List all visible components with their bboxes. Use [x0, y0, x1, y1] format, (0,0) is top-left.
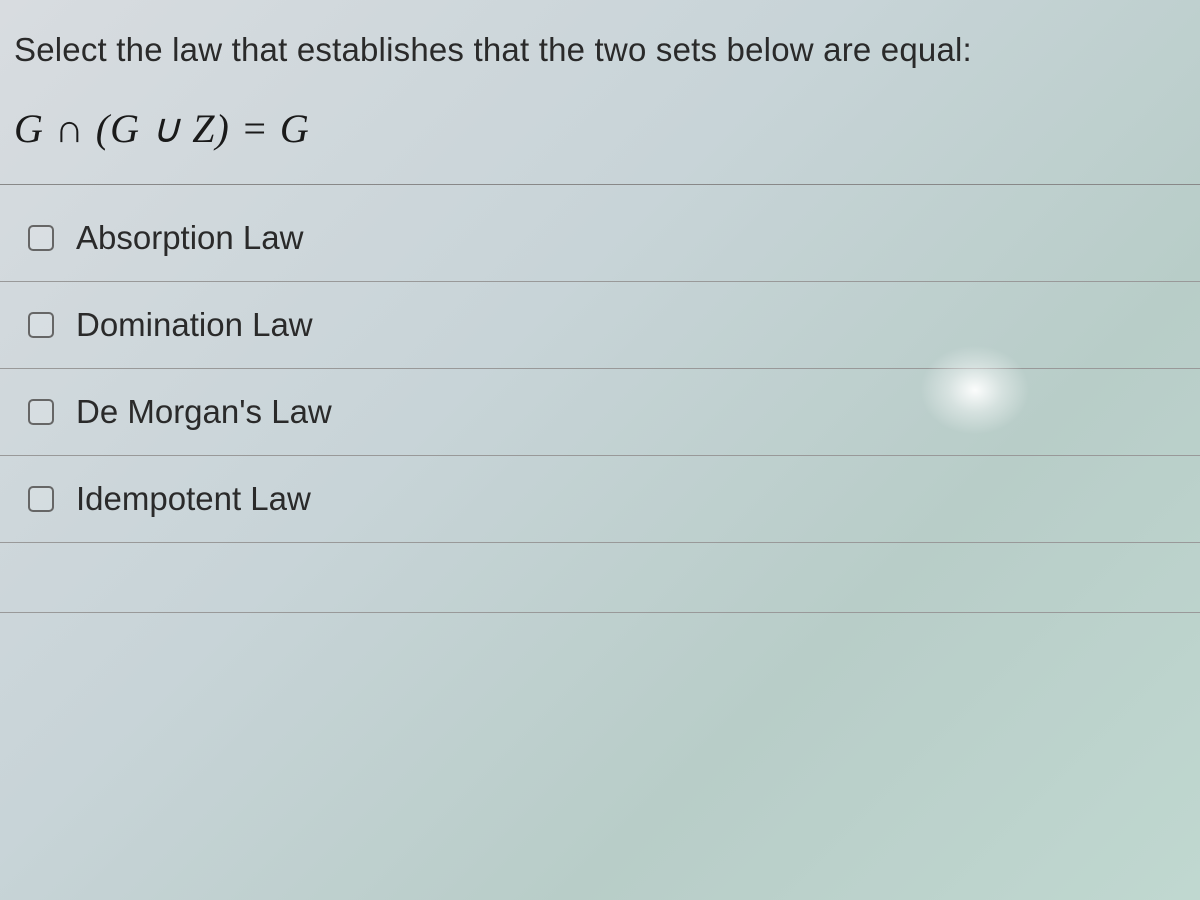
- checkbox-icon[interactable]: [28, 399, 54, 425]
- option-label: Domination Law: [76, 306, 313, 344]
- question-equation: G ∩ (G ∪ Z) = G: [14, 105, 1186, 152]
- question-area: Select the law that establishes that the…: [0, 0, 1200, 185]
- option-label: Idempotent Law: [76, 480, 311, 518]
- checkbox-icon[interactable]: [28, 312, 54, 338]
- spacer: [0, 543, 1200, 613]
- options-list: Absorption Law Domination Law De Morgan'…: [0, 185, 1200, 613]
- option-row[interactable]: Absorption Law: [0, 195, 1200, 282]
- option-row[interactable]: De Morgan's Law: [0, 369, 1200, 456]
- option-label: De Morgan's Law: [76, 393, 332, 431]
- option-row[interactable]: Domination Law: [0, 282, 1200, 369]
- checkbox-icon[interactable]: [28, 486, 54, 512]
- question-prompt: Select the law that establishes that the…: [14, 28, 1186, 73]
- checkbox-icon[interactable]: [28, 225, 54, 251]
- option-label: Absorption Law: [76, 219, 303, 257]
- option-row[interactable]: Idempotent Law: [0, 456, 1200, 543]
